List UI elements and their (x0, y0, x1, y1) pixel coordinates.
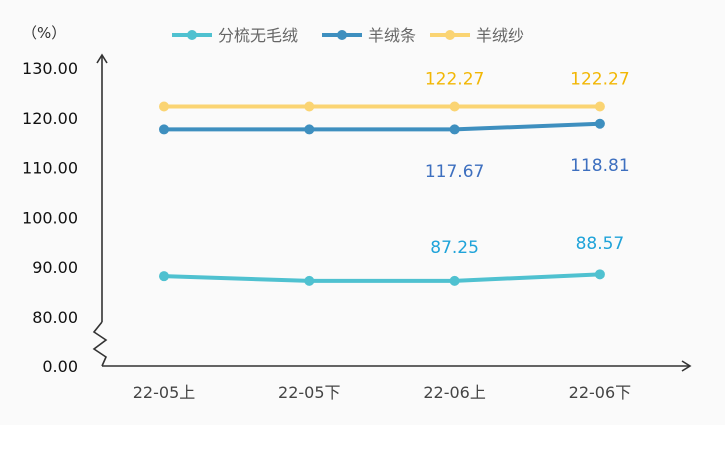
legend-item: 羊绒条 (322, 26, 416, 45)
legend-label: 分梳无毛绒 (218, 26, 298, 45)
x-tick-label: 22-06下 (569, 383, 632, 402)
data-label: 122.27 (425, 69, 484, 89)
data-point (594, 101, 605, 112)
y-axis-break (92, 321, 108, 367)
legend: 分梳无毛绒 羊绒条 羊绒纱 (172, 26, 524, 45)
y-tick-label: 90.00 (32, 258, 78, 277)
y-tick-label: 0.00 (42, 357, 78, 376)
series-layer (159, 101, 605, 286)
data-label: 122.27 (570, 69, 629, 89)
data-label: 117.67 (425, 162, 484, 182)
x-tick-label: 22-05下 (278, 383, 341, 402)
data-point (594, 118, 605, 129)
data-label: 118.81 (570, 156, 629, 176)
x-axis-arrow (681, 360, 692, 372)
y-tick-label: 100.00 (22, 208, 78, 227)
y-unit-label: （%） (22, 24, 66, 42)
data-point (304, 275, 315, 286)
series-3 (159, 101, 605, 112)
y-tick-label: 130.00 (22, 59, 78, 78)
series-line (164, 121, 600, 132)
data-point (159, 101, 169, 112)
legend-item: 羊绒纱 (430, 26, 524, 45)
x-tick-label: 22-06上 (423, 383, 486, 402)
series-line (163, 272, 600, 283)
data-point (594, 269, 605, 280)
data-label: 87.25 (430, 238, 479, 258)
data-label: 88.57 (576, 234, 625, 254)
data-point (449, 275, 460, 286)
y-tick-label: 80.00 (32, 308, 78, 327)
data-point (159, 124, 169, 135)
x-tick-label: 22-05上 (133, 383, 196, 402)
data-point (159, 271, 169, 282)
data-point (304, 101, 315, 112)
data-point (449, 101, 460, 112)
legend-label: 羊绒纱 (476, 26, 524, 45)
legend-swatch-marker (337, 30, 347, 40)
x-tick-labels: 22-05上 22-05下 22-06上 22-06下 (133, 383, 631, 402)
series-1 (159, 269, 605, 286)
axes (92, 53, 692, 372)
legend-item: 分梳无毛绒 (172, 26, 298, 45)
legend-swatch-marker (445, 30, 455, 40)
data-labels: 87.25 88.57 117.67 118.81 122.27 122.27 (425, 69, 630, 258)
y-axis-arrow (96, 53, 108, 64)
chart-background (0, 0, 725, 425)
legend-swatch-marker (187, 30, 197, 40)
data-point (304, 124, 315, 135)
series-2 (159, 118, 605, 135)
y-tick-label: 110.00 (22, 159, 78, 178)
y-tick-label: 120.00 (22, 109, 78, 128)
data-point (449, 124, 460, 135)
legend-label: 羊绒条 (368, 26, 416, 45)
y-tick-labels: 0.00 80.00 90.00 100.00 110.00 120.00 130.00 (22, 59, 78, 376)
